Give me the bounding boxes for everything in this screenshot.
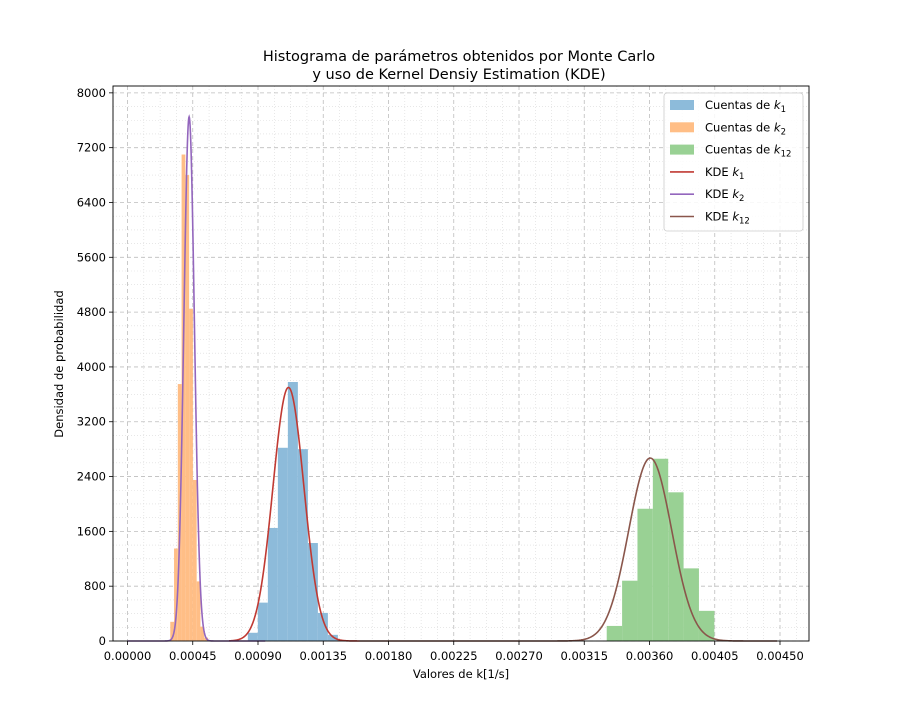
histogram-bar-1 (327, 634, 338, 641)
legend-label: Cuentas de k12 (705, 143, 791, 160)
legend-label: Cuentas de k1 (705, 98, 786, 115)
x-tick-label: 0.00090 (234, 649, 282, 663)
legend-label: KDE k1 (705, 165, 744, 182)
histogram-bar-2 (174, 548, 178, 641)
histogram-bar-3 (652, 458, 669, 641)
histogram-bar-3 (683, 568, 699, 641)
histogram-bar-1 (287, 382, 298, 641)
legend-patch (670, 100, 694, 110)
x-axis-ticks: 0.00000 0.00045 0.00090 0.00135 0.00180 0.002… (104, 641, 804, 663)
x-tick-label: 0.00405 (691, 649, 739, 663)
histogram-bars (170, 154, 715, 641)
histogram-bar-2 (189, 308, 193, 641)
chart-title-line1: Histograma de parámetros obtenidos por M… (263, 49, 655, 65)
x-tick-label: 0.00180 (365, 649, 413, 663)
histogram-bar-2 (170, 621, 175, 641)
x-tick-label: 0.00000 (104, 649, 152, 663)
y-tick-label: 8000 (77, 86, 106, 100)
x-axis-label: Valores de k[1/s] (413, 667, 509, 681)
x-tick-label: 0.00450 (756, 649, 804, 663)
y-tick-label: 0 (99, 634, 106, 648)
histogram-bar-1 (317, 612, 328, 641)
histogram-bar-2 (192, 479, 197, 641)
histogram-bar-1 (277, 447, 288, 641)
y-tick-label: 3200 (77, 415, 106, 429)
x-tick-label: 0.00135 (299, 649, 347, 663)
histogram-bar-3 (606, 625, 623, 641)
y-axis-label: Densidad de probabilidad (52, 290, 66, 437)
legend-label: KDE k12 (705, 210, 750, 227)
y-axis-ticks: 0 800 1600 2400 3200 4000 4800 5600 6400 7200 8000 (77, 86, 113, 648)
histogram-bar-1 (267, 527, 278, 641)
histogram-bar-3 (637, 508, 653, 641)
x-tick-label: 0.00270 (495, 649, 543, 663)
legend: Cuentas de k1 Cuentas de k2 Cuentas de k12… (663, 92, 804, 232)
y-tick-label: 7200 (77, 141, 106, 155)
histogram-bar-2 (196, 581, 201, 641)
legend-patch (670, 144, 694, 155)
x-tick-label: 0.00225 (430, 649, 478, 663)
legend-label: Cuentas de k2 (705, 120, 786, 137)
y-tick-label: 2400 (77, 470, 106, 484)
chart-title-line2: y uso de Kernel Densiy Estimation (KDE) (312, 67, 605, 83)
legend-patch (670, 122, 694, 133)
histogram-bar-2 (200, 626, 205, 641)
x-tick-label: 0.00315 (560, 649, 608, 663)
x-tick-label: 0.00045 (169, 649, 217, 663)
y-tick-label: 6400 (77, 195, 106, 209)
y-tick-label: 4800 (77, 305, 106, 319)
y-tick-label: 800 (84, 579, 106, 593)
y-tick-label: 1600 (77, 524, 106, 538)
histogram-bar-1 (297, 449, 308, 641)
histogram-bar-1 (307, 543, 318, 641)
y-tick-label: 4000 (77, 360, 106, 374)
histogram-bar-3 (622, 580, 638, 641)
plot-frame (112, 85, 810, 642)
y-tick-label: 5600 (77, 250, 106, 264)
kde-line-1 (228, 386, 360, 642)
histogram-bar-3 (698, 610, 715, 641)
histogram-bar-3 (668, 492, 684, 641)
x-tick-label: 0.00360 (626, 649, 674, 663)
legend-label: KDE k2 (705, 187, 744, 204)
histogram-bar-2 (185, 175, 190, 641)
legend-box (663, 92, 804, 232)
histogram-bar-2 (181, 154, 186, 641)
histogram-bar-1 (247, 632, 258, 641)
histogram-bar-1 (257, 602, 268, 641)
